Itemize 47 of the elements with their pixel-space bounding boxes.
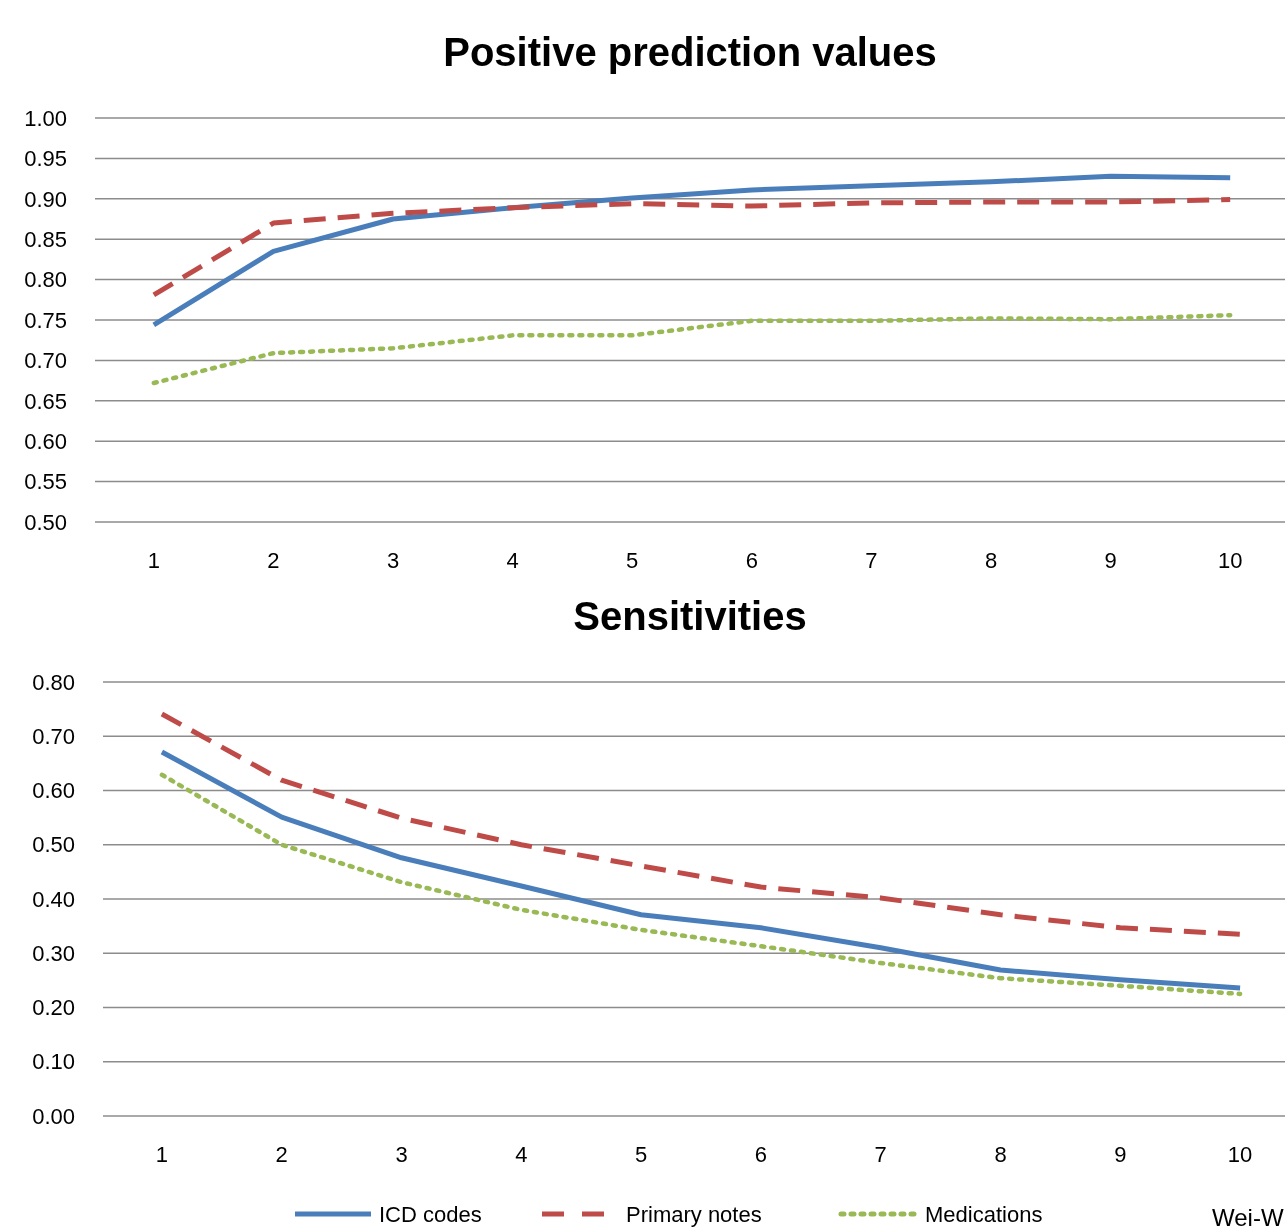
y-tick-label: 0.10	[32, 1049, 75, 1075]
legend-label: ICD codes	[379, 1201, 482, 1227]
y-tick-label: 0.85	[24, 226, 67, 252]
x-tick-label: 2	[267, 548, 280, 573]
x-tick-label: 7	[865, 548, 878, 573]
x-tick-label: 1	[147, 548, 160, 573]
y-tick-label: 0.50	[32, 832, 75, 858]
y-tick-label: 0.80	[24, 267, 67, 293]
legend-label: Medications	[925, 1201, 1043, 1227]
x-tick-label: 2	[275, 1142, 288, 1167]
y-tick-label: 1.00	[24, 105, 67, 131]
y-tick-label: 0.90	[24, 186, 67, 212]
chart-title: Sensitivities	[573, 594, 807, 638]
x-tick-label: 4	[515, 1142, 528, 1167]
y-tick-label: 0.60	[32, 778, 75, 804]
x-tick-label: 6	[745, 548, 758, 573]
legend-label: Primary notes	[626, 1201, 762, 1227]
y-tick-label: 0.00	[32, 1103, 75, 1129]
y-tick-label: 0.65	[24, 388, 67, 414]
y-tick-label: 0.80	[32, 669, 75, 695]
x-tick-label: 10	[1227, 1142, 1253, 1167]
x-tick-label: 7	[874, 1142, 887, 1167]
x-tick-label: 8	[984, 548, 998, 573]
line-series	[151, 312, 1233, 386]
y-tick-label: 0.20	[32, 995, 75, 1021]
x-tick-label: 6	[754, 1142, 768, 1167]
x-tick-label: 1	[155, 1142, 169, 1167]
y-tick-label: 0.40	[32, 886, 75, 912]
x-tick-label: 3	[395, 1142, 408, 1167]
x-tick-label: 9	[1114, 1142, 1127, 1167]
x-tick-label: 8	[994, 1142, 1007, 1167]
x-tick-label: 5	[626, 548, 639, 573]
x-tick-label: 4	[506, 548, 519, 573]
y-tick-label: 0.95	[24, 146, 67, 172]
y-tick-label: 0.50	[24, 509, 67, 535]
x-tick-label: 10	[1217, 548, 1243, 573]
y-tick-label: 0.60	[24, 428, 67, 454]
x-tick-label: 9	[1104, 548, 1117, 573]
y-tick-label: 0.70	[24, 348, 67, 374]
y-tick-label: 0.75	[24, 307, 67, 333]
chart-title: Positive prediction values	[443, 30, 937, 74]
x-tick-label: 3	[386, 548, 400, 573]
y-tick-label: 0.70	[32, 723, 75, 749]
y-tick-label: 0.30	[32, 940, 75, 966]
text: Wei-W	[1212, 1204, 1284, 1228]
y-tick-label: 0.55	[24, 469, 67, 495]
x-tick-label: 5	[634, 1142, 648, 1167]
